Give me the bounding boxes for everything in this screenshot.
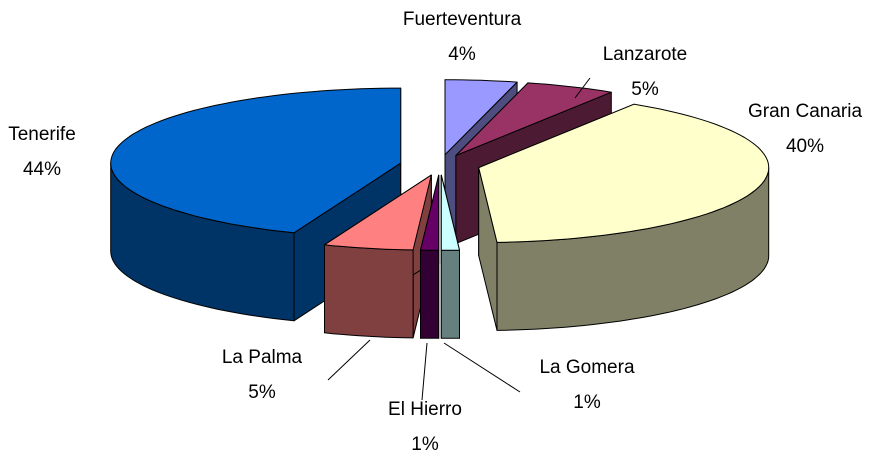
slice-label: La Gomera xyxy=(539,357,634,378)
slice-wall xyxy=(420,249,440,339)
slice-label: Tenerife xyxy=(8,124,76,145)
slice-value-label: 5% xyxy=(631,79,659,100)
slice-wall xyxy=(440,249,460,339)
slice xyxy=(444,79,518,156)
slice-value-label: 5% xyxy=(248,382,276,403)
slice-label: La Palma xyxy=(222,347,303,368)
slice xyxy=(110,87,402,234)
slice xyxy=(478,103,770,243)
slice-wall xyxy=(324,244,414,339)
slice-value-label: 4% xyxy=(448,44,476,65)
slice-label: Lanzarote xyxy=(603,44,688,65)
slice xyxy=(324,174,432,251)
slice-value-label: 1% xyxy=(573,392,601,413)
slice xyxy=(440,174,460,251)
slice-value-label: 44% xyxy=(23,159,61,180)
leader-line xyxy=(574,77,591,99)
slice-label: El Hierro xyxy=(388,399,462,420)
slice-label: Fuerteventura xyxy=(403,9,522,30)
leader-line xyxy=(421,342,428,401)
slice xyxy=(420,174,440,251)
slice xyxy=(455,82,612,156)
leader-line xyxy=(443,342,521,393)
slice-label: Gran Canaria xyxy=(748,101,862,122)
leader-line xyxy=(327,339,371,381)
slice-value-label: 40% xyxy=(786,136,824,157)
slice-value-label: 1% xyxy=(411,434,439,455)
